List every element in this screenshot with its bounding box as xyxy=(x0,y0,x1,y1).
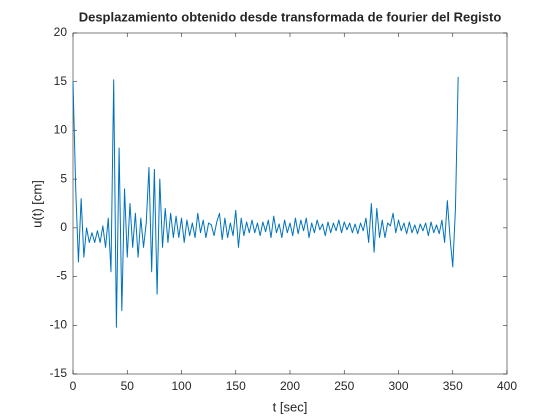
y-tick-label: 0 xyxy=(60,220,67,234)
y-tick-label: 5 xyxy=(60,171,67,185)
y-tick-label: -15 xyxy=(50,366,68,380)
y-tick-label: 15 xyxy=(54,74,68,88)
x-tick-label: 100 xyxy=(171,379,191,393)
data-line xyxy=(72,76,459,328)
axes-box xyxy=(72,32,508,375)
x-tick-label: 150 xyxy=(226,379,246,393)
y-axis-label: u(t) [cm] xyxy=(29,180,44,228)
x-tick-label: 400 xyxy=(497,379,517,393)
x-tick-label: 0 xyxy=(70,379,77,393)
chart-title: Desplazamiento obtenido desde transforma… xyxy=(79,9,502,24)
x-axis-label: t [sec] xyxy=(273,399,308,414)
x-tick-label: 50 xyxy=(121,379,135,393)
y-tick-label: -5 xyxy=(56,269,67,283)
x-tick-label: 300 xyxy=(388,379,408,393)
x-tick-label: 350 xyxy=(443,379,463,393)
x-tick-label: 250 xyxy=(334,379,354,393)
y-tick-label: 20 xyxy=(54,25,68,39)
y-tick-label: 10 xyxy=(54,123,68,137)
y-tick-label: -10 xyxy=(50,317,68,331)
x-tick-label: 200 xyxy=(280,379,300,393)
